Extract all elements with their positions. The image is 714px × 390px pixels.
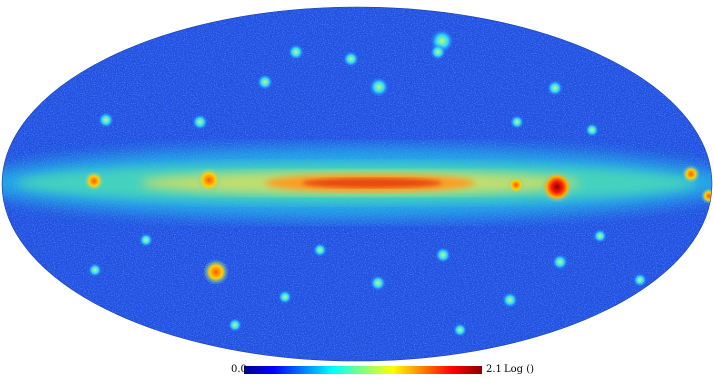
point-source xyxy=(593,229,607,243)
projection-outline xyxy=(1,6,713,362)
point-source xyxy=(701,188,712,204)
point-source xyxy=(547,80,563,96)
point-source xyxy=(278,290,292,304)
point-source xyxy=(507,176,525,194)
point-source xyxy=(435,247,451,263)
point-source xyxy=(88,263,102,277)
point-source xyxy=(228,318,242,332)
point-sources xyxy=(84,29,712,337)
point-source xyxy=(343,51,359,67)
point-source xyxy=(682,165,700,183)
colorbar-min-label: 0.0 xyxy=(231,364,247,375)
point-source xyxy=(98,112,114,128)
galactic-plane xyxy=(2,147,712,219)
plane-hot-core xyxy=(302,178,442,188)
point-source xyxy=(502,292,518,308)
colorbar-max-label: 2.1 xyxy=(486,364,502,375)
point-source xyxy=(192,114,208,130)
point-source xyxy=(369,77,389,97)
point-source xyxy=(84,171,104,191)
point-source xyxy=(196,167,222,193)
point-source xyxy=(552,254,568,270)
point-source xyxy=(370,275,386,291)
point-source xyxy=(313,243,327,257)
point-source xyxy=(453,323,467,337)
point-source xyxy=(541,171,573,203)
point-source xyxy=(585,123,599,137)
point-source xyxy=(510,115,524,129)
point-source xyxy=(430,44,446,60)
point-source xyxy=(257,74,273,90)
point-source xyxy=(288,44,304,60)
point-source xyxy=(633,273,647,287)
point-source xyxy=(139,233,153,247)
colorbar-unit-label: Log () xyxy=(504,364,535,375)
colorbar xyxy=(244,366,482,374)
point-source xyxy=(203,259,229,285)
